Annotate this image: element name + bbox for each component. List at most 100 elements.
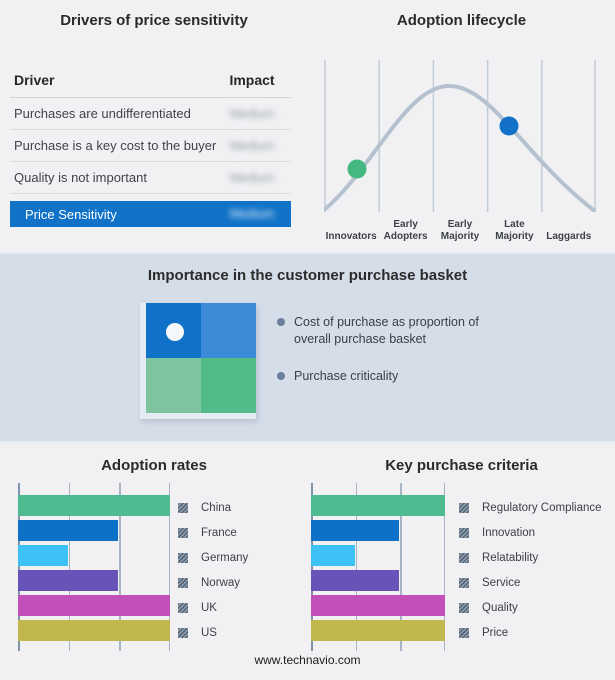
adoption-rates-plot (18, 483, 170, 651)
legend-item: France (178, 520, 248, 545)
impact-cell-redacted: Medium (229, 170, 275, 185)
legend-item: Relatability (459, 545, 602, 570)
quadrant-bottom-right (201, 358, 256, 413)
legend-swatch-icon (459, 577, 469, 588)
legend-item: China (178, 495, 248, 520)
bar-us (18, 620, 170, 641)
gridline (119, 483, 121, 651)
late-majority-marker-dot (499, 116, 519, 136)
legend-item: US (178, 620, 248, 645)
quadrant-position-dot (166, 323, 184, 341)
list-item: Purchase criticality (277, 368, 502, 385)
legend-swatch-icon (178, 527, 188, 538)
bar-regulatory-compliance (311, 495, 445, 516)
legend-swatch-icon (459, 527, 469, 538)
basket-panel-title: Importance in the customer purchase bask… (147, 267, 468, 284)
table-row: Purchase is a key cost to the buyer Medi… (10, 130, 291, 162)
bullet-icon (277, 371, 285, 380)
drivers-table: Driver Impact Purchases are undifferenti… (10, 68, 291, 227)
legend-item: Germany (178, 545, 248, 570)
y-axis-line (18, 483, 20, 651)
bullet-icon (277, 318, 285, 326)
impact-cell-redacted: Medium (229, 138, 275, 153)
legend-label: US (201, 626, 217, 639)
gridline (400, 483, 402, 651)
legend-swatch-icon (459, 627, 469, 638)
list-item: Cost of purchase as proportion of overal… (277, 314, 502, 348)
quadrant-top-left (146, 303, 201, 358)
impact-column-header: Impact (229, 72, 275, 88)
key-purchase-criteria-plot (311, 483, 445, 651)
table-row: Purchases are undifferentiated Medium (10, 98, 291, 130)
legend-item: UK (178, 595, 248, 620)
lifecycle-stage-labels: Innovators Early Adopters Early Majority… (324, 219, 596, 242)
adoption-lifecycle-chart: Innovators Early Adopters Early Majority… (322, 60, 598, 242)
stage-label-early-adopters: Early Adopters (383, 219, 428, 242)
purchase-basket-quadrant (140, 303, 256, 419)
bar-china (18, 495, 170, 516)
quadrant-top-right (201, 303, 256, 358)
legend-label: Service (482, 576, 521, 589)
lifecycle-gridlines (324, 60, 596, 212)
impact-cell-redacted: Medium (229, 106, 275, 121)
innovators-marker-dot (347, 159, 367, 179)
bullet-text: Cost of purchase as proportion of overal… (294, 315, 479, 346)
y-axis-line (311, 483, 313, 651)
lifecycle-curve-svg (322, 60, 598, 214)
bullet-text: Purchase criticality (294, 368, 399, 383)
legend-swatch-icon (459, 602, 469, 613)
gridline (68, 483, 71, 651)
legend-label: Innovation (482, 526, 536, 539)
gridline (355, 483, 358, 651)
lifecycle-panel-title: Adoption lifecycle (396, 12, 527, 29)
legend-label: Germany (201, 551, 249, 564)
legend-swatch-icon (178, 577, 188, 588)
stage-label-laggards: Laggards (546, 230, 592, 242)
legend-label: Quality (482, 601, 518, 614)
adoption-rates-legend: China France Germany Norway UK US (178, 495, 248, 645)
legend-swatch-icon (459, 552, 469, 563)
bar-quality (311, 595, 445, 616)
legend-item: Regulatory Compliance (459, 495, 602, 520)
drivers-table-header: Driver Impact (10, 68, 291, 98)
key-purchase-criteria-legend: Regulatory Compliance Innovation Relatab… (459, 495, 602, 645)
legend-swatch-icon (178, 602, 188, 613)
legend-label: UK (201, 601, 217, 614)
bar-price (311, 620, 445, 641)
legend-label: Norway (201, 576, 240, 589)
legend-item: Innovation (459, 520, 602, 545)
legend-label: France (201, 526, 237, 539)
bar-relatability (311, 545, 356, 566)
gridline (443, 483, 445, 651)
driver-cell: Purchase is a key cost to the buyer (14, 138, 217, 153)
legend-item: Price (459, 620, 602, 645)
legend-label: Price (482, 626, 509, 639)
stage-label-late-majority: Late Majority (495, 219, 534, 242)
bell-curve (322, 83, 598, 214)
stage-label-early-majority: Early Majority (440, 219, 480, 242)
bar-uk (18, 595, 170, 616)
drivers-panel-title: Drivers of price sensitivity (60, 12, 248, 29)
quadrant-bottom-left (146, 358, 201, 413)
legend-label: Regulatory Compliance (482, 501, 602, 514)
legend-swatch-icon (178, 627, 188, 638)
bar-service (311, 570, 400, 591)
bar-france (18, 520, 119, 541)
stage-label-innovators: Innovators (325, 230, 377, 242)
driver-cell: Purchases are undifferentiated (14, 106, 191, 121)
basket-bullet-list: Cost of purchase as proportion of overal… (277, 314, 502, 405)
driver-column-header: Driver (14, 72, 55, 88)
adoption-rates-title: Adoption rates (101, 457, 207, 474)
legend-swatch-icon (459, 502, 469, 513)
impact-cell-redacted: Medium (229, 207, 275, 221)
bar-innovation (311, 520, 400, 541)
legend-item: Quality (459, 595, 602, 620)
legend-swatch-icon (178, 552, 188, 563)
driver-cell: Quality is not important (14, 170, 147, 185)
bar-norway (18, 570, 119, 591)
price-sensitivity-highlight-row: Price Sensitivity Medium (10, 201, 291, 227)
legend-item: Norway (178, 570, 248, 595)
legend-label: Relatability (482, 551, 539, 564)
key-purchase-criteria-title: Key purchase criteria (385, 457, 538, 474)
purchase-basket-band (0, 252, 615, 443)
